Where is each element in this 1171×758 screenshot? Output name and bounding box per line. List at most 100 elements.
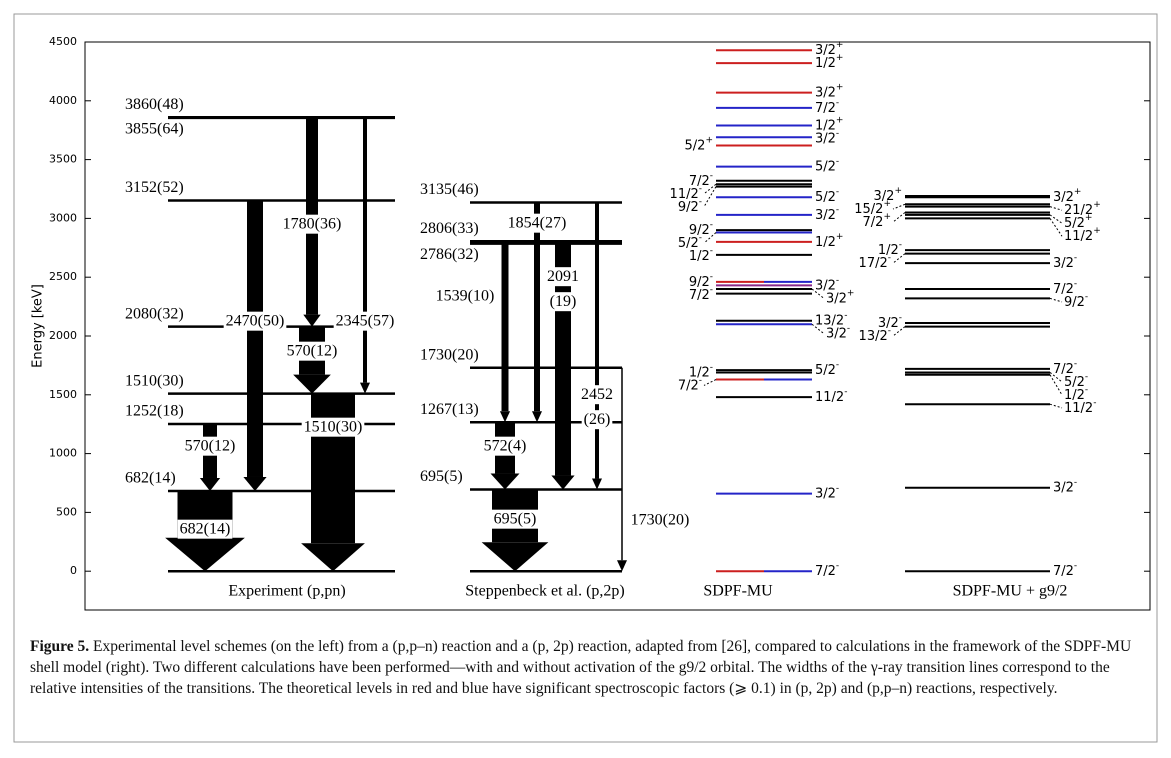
label-leader xyxy=(892,203,906,210)
arrow-head xyxy=(551,475,575,490)
level-label: 5/2- xyxy=(815,187,839,205)
y-tick-label: 3500 xyxy=(49,153,77,166)
level-label: 1/2+ xyxy=(815,53,843,71)
caption-label: Figure 5. xyxy=(30,638,90,655)
level-label: 17/2- xyxy=(859,253,891,271)
level-label: 7/2- xyxy=(815,561,839,579)
y-tick-label: 4500 xyxy=(49,35,77,48)
y-tick-label: 2000 xyxy=(49,329,77,342)
level-label: 7/2+ xyxy=(863,212,891,230)
transition-label: 1510(30) xyxy=(304,419,363,436)
label-background xyxy=(284,341,340,361)
level-label: 3/2- xyxy=(815,275,839,293)
y-tick-label: 500 xyxy=(56,505,77,518)
transition-label: 570(12) xyxy=(287,343,338,360)
level-label: 1/2+ xyxy=(815,115,843,133)
transition-label: 2470(50) xyxy=(226,313,285,330)
transition-arrow xyxy=(247,200,263,477)
level-label: 5/2+ xyxy=(1064,213,1092,231)
transition-label: 682(14) xyxy=(180,521,231,538)
label-leader xyxy=(892,326,906,337)
label-background xyxy=(177,519,233,539)
level-label: 13/2- xyxy=(815,310,847,328)
transition-label: 1539(10) xyxy=(436,288,495,305)
y-tick-label: 1500 xyxy=(49,388,77,401)
transition-arrow xyxy=(621,367,623,561)
level-label: 3/2+ xyxy=(1053,187,1081,205)
column-title: Steppenbeck et al. (p,2p) xyxy=(465,583,625,600)
level-label: 3135(46) xyxy=(420,181,479,198)
arrow-head xyxy=(165,537,245,572)
arrow-head xyxy=(243,476,267,491)
arrow-head xyxy=(293,374,331,394)
transition-label: 2345(57) xyxy=(336,313,395,330)
level-label: 1730(20) xyxy=(420,346,479,363)
level-label: 3/2- xyxy=(815,483,839,501)
level-label: 3/2- xyxy=(815,128,839,146)
arrow-head xyxy=(303,314,321,327)
level-label: 7/2- xyxy=(689,284,713,302)
transition-label: 1730(20) xyxy=(631,512,690,529)
level-label: 21/2+ xyxy=(1064,200,1101,218)
column-title: SDPF-MU + g9/2 xyxy=(953,583,1068,600)
label-background xyxy=(581,410,613,430)
label-background xyxy=(545,267,581,287)
level-label: 3/2- xyxy=(878,313,902,331)
level-label: 682(14) xyxy=(125,470,176,487)
label-background xyxy=(223,311,287,331)
level-label: 1/2- xyxy=(1064,384,1088,402)
label-background xyxy=(491,509,539,529)
level-label: 11/2- xyxy=(815,387,847,405)
level-label: 1252(18) xyxy=(125,403,184,420)
transition-arrow xyxy=(534,202,540,412)
level-label: 7/2- xyxy=(678,375,702,393)
label-leader xyxy=(1049,372,1063,383)
level-label: 9/2- xyxy=(678,196,702,214)
figure-frame xyxy=(13,13,1158,743)
transition-label: 695(5) xyxy=(494,511,537,528)
label-background xyxy=(280,214,344,234)
level-label: 7/2- xyxy=(1053,358,1077,376)
level-label: 5/2- xyxy=(815,360,839,378)
level-label: 13/2- xyxy=(859,326,891,344)
level-label: 7/2- xyxy=(1053,278,1077,296)
label-leader xyxy=(1049,403,1063,409)
transition-label: 570(12) xyxy=(185,438,236,455)
label-leader xyxy=(703,183,717,195)
level-label: 2786(32) xyxy=(420,246,479,263)
level-label: 3/2- xyxy=(1053,253,1077,271)
label-leader xyxy=(703,232,717,244)
y-tick-label: 4000 xyxy=(49,94,77,107)
level-label: 1/2- xyxy=(689,362,713,380)
label-leader xyxy=(892,253,906,264)
label-leader xyxy=(1049,218,1063,237)
level-label: 3/2+ xyxy=(826,288,854,306)
level-label: 3/2+ xyxy=(815,40,843,58)
level-label: 3/2+ xyxy=(815,82,843,100)
y-tick-label: 2500 xyxy=(49,270,77,283)
arrow-head xyxy=(360,382,370,394)
y-tick-label: 3000 xyxy=(49,211,77,224)
transition-label: (26) xyxy=(584,411,611,428)
label-background xyxy=(505,213,569,233)
label-background xyxy=(301,417,365,437)
level-label: 7/2- xyxy=(1053,561,1077,579)
level-label: 5/2- xyxy=(678,233,702,251)
level-label: 3/2- xyxy=(1053,477,1077,495)
level-label: 3/2- xyxy=(826,323,850,341)
arrow-head xyxy=(301,543,365,572)
label-background xyxy=(333,311,397,331)
level-label: 695(5) xyxy=(420,468,463,485)
arrow-head xyxy=(617,560,627,572)
label-leader xyxy=(1049,297,1063,303)
arrow-head xyxy=(592,478,602,490)
label-background xyxy=(481,436,529,456)
level-label: 2080(32) xyxy=(125,305,184,322)
level-label: 7/2- xyxy=(689,170,713,188)
level-label: 11/2- xyxy=(1064,397,1096,415)
level-label: 11/2+ xyxy=(1064,226,1101,244)
level-label: 5/2- xyxy=(815,156,839,174)
level-label: 9/2- xyxy=(689,220,713,238)
level-label: 1267(13) xyxy=(420,401,479,418)
level-label: 3/2- xyxy=(815,204,839,222)
